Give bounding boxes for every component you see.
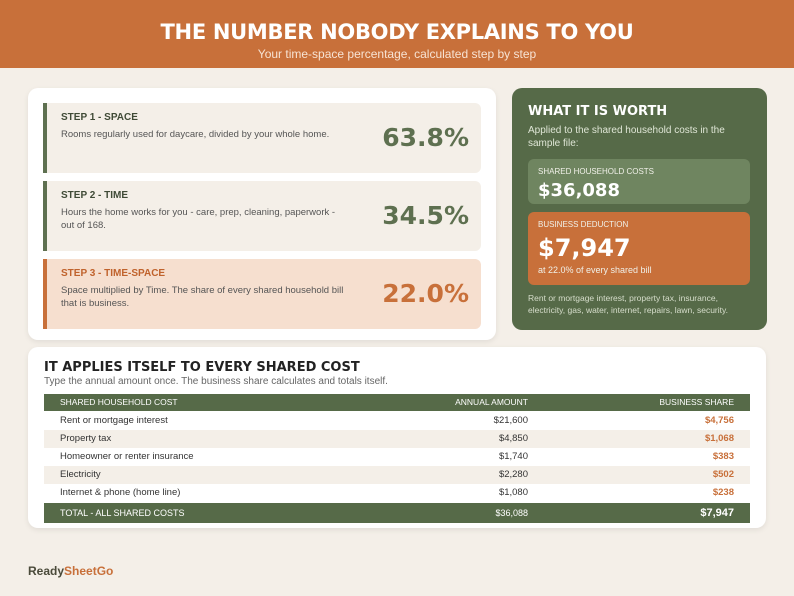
cost-name: Homeowner or renter insurance — [60, 451, 194, 462]
table-card: IT APPLIES ITSELF TO EVERY SHARED COST T… — [28, 347, 766, 528]
table-row: Homeowner or renter insurance $1,740 $383 — [44, 448, 750, 466]
step: STEP 2 - TIME Hours the home works for y… — [43, 181, 481, 251]
step-description: Hours the home works for you - care, pre… — [61, 207, 336, 231]
step: STEP 1 - SPACE Rooms regularly used for … — [43, 103, 481, 173]
step-description: Space multiplied by Time. The share of e… — [61, 285, 344, 309]
worth-title: WHAT IT IS WORTH — [528, 104, 668, 119]
step-label: STEP 1 - SPACE — [61, 112, 138, 123]
step-value: 34.5% — [382, 201, 469, 230]
total-row: TOTAL - ALL SHARED COSTS $36,088 $7,947 — [44, 503, 750, 523]
cost-name: Electricity — [60, 469, 101, 480]
worth-description: Applied to the shared household costs in… — [528, 125, 725, 149]
step: STEP 3 - TIME-SPACE Space multiplied by … — [43, 259, 481, 329]
business-share: $4,756 — [704, 415, 734, 426]
annual-amount: $4,850 — [498, 433, 528, 444]
annual-amount: $2,280 — [498, 469, 528, 480]
brand: ReadySheetGo — [28, 564, 113, 578]
step-value: 63.8% — [382, 123, 469, 152]
brand-second: SheetGo — [64, 564, 114, 578]
deduction-label: BUSINESS DEDUCTION — [538, 220, 629, 229]
table-row: Electricity $2,280 $502 — [44, 466, 750, 484]
deduction-value: $7,947 — [538, 234, 631, 262]
header: THE NUMBER NOBODY EXPLAINS TO YOU Your t… — [0, 0, 794, 68]
annual-amount: $21,600 — [493, 415, 528, 426]
total-share: $7,947 — [700, 507, 734, 519]
step-label: STEP 2 - TIME — [61, 190, 129, 201]
business-share: $1,068 — [704, 433, 734, 444]
subtitle: Your time-space percentage, calculated s… — [257, 47, 537, 61]
worth-card: WHAT IT IS WORTH Applied to the shared h… — [512, 88, 767, 330]
business-share: $502 — [712, 469, 734, 480]
cost-name: Internet & phone (home line) — [60, 487, 181, 498]
cost-name: Property tax — [60, 433, 112, 444]
column-header: SHARED HOUSEHOLD COST — [60, 397, 178, 407]
column-header: ANNUAL AMOUNT — [455, 397, 528, 407]
annual-amount: $1,080 — [498, 487, 528, 498]
brand-first: Ready — [28, 564, 65, 578]
table-header: SHARED HOUSEHOLD COST ANNUAL AMOUNT BUSI… — [44, 394, 750, 411]
deduction-box: BUSINESS DEDUCTION $7,947 at 22.0% of ev… — [528, 212, 750, 285]
annual-amount: $1,740 — [498, 451, 528, 462]
cost-name: Rent or mortgage interest — [60, 415, 168, 426]
table-subtitle: Type the annual amount once. The busines… — [44, 376, 388, 387]
total-amount: $36,088 — [495, 508, 528, 518]
step-description: Rooms regularly used for daycare, divide… — [61, 129, 330, 140]
deduction-note: at 22.0% of every shared bill — [538, 265, 652, 275]
shared-label: SHARED HOUSEHOLD COSTS — [538, 167, 655, 176]
column-header: BUSINESS SHARE — [659, 397, 734, 407]
title: THE NUMBER NOBODY EXPLAINS TO YOU — [160, 20, 634, 44]
step-value: 22.0% — [382, 279, 469, 308]
business-share: $238 — [712, 487, 734, 498]
table-row: Internet & phone (home line) $1,080 $238 — [44, 484, 750, 502]
business-share: $383 — [712, 451, 734, 462]
total-label: TOTAL - ALL SHARED COSTS — [60, 508, 185, 518]
shared-box: SHARED HOUSEHOLD COSTS $36,088 — [528, 159, 750, 204]
table-title: IT APPLIES ITSELF TO EVERY SHARED COST — [44, 360, 360, 375]
step-label: STEP 3 - TIME-SPACE — [61, 268, 166, 279]
worth-footnote: Rent or mortgage interest, property tax,… — [528, 293, 728, 315]
table-row: Rent or mortgage interest $21,600 $4,756 — [44, 412, 750, 430]
table-row: Property tax $4,850 $1,068 — [44, 430, 750, 448]
shared-value: $36,088 — [538, 180, 620, 201]
